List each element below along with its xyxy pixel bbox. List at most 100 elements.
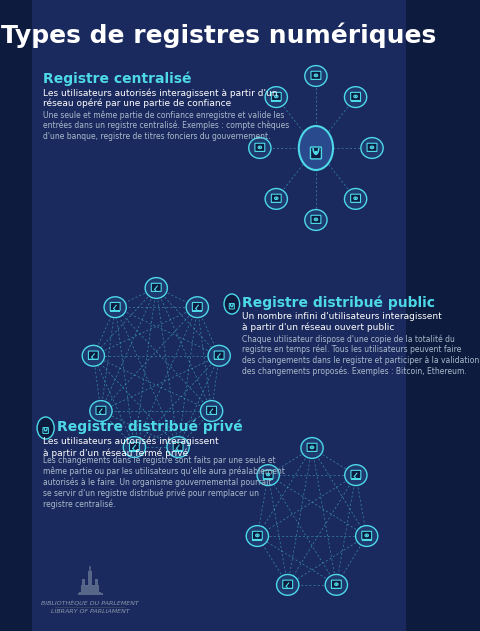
Bar — [192, 310, 202, 312]
Bar — [367, 151, 377, 153]
FancyBboxPatch shape — [88, 351, 98, 359]
FancyBboxPatch shape — [362, 531, 372, 540]
Ellipse shape — [104, 297, 126, 317]
Ellipse shape — [345, 86, 367, 107]
Bar — [82, 579, 84, 586]
FancyBboxPatch shape — [173, 442, 183, 451]
Ellipse shape — [265, 86, 288, 107]
Ellipse shape — [265, 189, 288, 209]
FancyBboxPatch shape — [229, 304, 234, 309]
Ellipse shape — [208, 345, 230, 366]
FancyBboxPatch shape — [255, 143, 265, 151]
Ellipse shape — [249, 138, 271, 158]
FancyBboxPatch shape — [263, 470, 273, 478]
Circle shape — [276, 95, 277, 97]
FancyBboxPatch shape — [311, 71, 321, 80]
Bar — [351, 478, 361, 480]
Text: Types de registres numériques: Types de registres numériques — [1, 22, 436, 48]
Ellipse shape — [82, 345, 105, 366]
Bar — [79, 592, 101, 594]
FancyBboxPatch shape — [311, 215, 321, 223]
FancyBboxPatch shape — [351, 470, 361, 478]
Circle shape — [355, 95, 356, 97]
FancyBboxPatch shape — [43, 427, 48, 433]
FancyBboxPatch shape — [271, 92, 281, 100]
Circle shape — [315, 218, 317, 220]
Circle shape — [259, 146, 261, 148]
Bar — [283, 588, 293, 589]
Ellipse shape — [90, 401, 112, 422]
FancyBboxPatch shape — [350, 194, 360, 203]
FancyBboxPatch shape — [331, 580, 341, 588]
Ellipse shape — [345, 189, 367, 209]
Ellipse shape — [257, 464, 279, 485]
Bar — [88, 575, 92, 586]
Bar — [81, 585, 99, 593]
Bar — [252, 539, 263, 541]
Text: Registre centralisé: Registre centralisé — [43, 72, 192, 86]
Ellipse shape — [167, 437, 189, 457]
Bar — [151, 291, 161, 293]
Circle shape — [37, 417, 54, 439]
Text: Les changements dans le registre sont faits par une seule et
même partie ou par : Les changements dans le registre sont fa… — [43, 456, 285, 509]
Bar — [255, 151, 265, 153]
Bar — [311, 223, 321, 225]
Bar — [362, 539, 372, 541]
Ellipse shape — [345, 464, 367, 485]
Bar — [96, 579, 98, 586]
FancyBboxPatch shape — [130, 442, 139, 451]
FancyBboxPatch shape — [192, 302, 202, 310]
Bar — [110, 310, 120, 312]
FancyBboxPatch shape — [367, 143, 377, 151]
Bar — [263, 478, 273, 480]
Circle shape — [256, 534, 258, 536]
Ellipse shape — [201, 401, 223, 422]
FancyBboxPatch shape — [283, 580, 293, 588]
Bar — [130, 450, 139, 452]
Ellipse shape — [305, 209, 327, 230]
Circle shape — [314, 151, 318, 155]
Text: Un nombre infini d'utilisateurs interagissent
à partir d'un réseau ouvert public: Un nombre infini d'utilisateurs interagi… — [242, 312, 442, 332]
Bar — [311, 79, 321, 81]
Circle shape — [311, 446, 313, 449]
Circle shape — [267, 473, 269, 476]
Text: Registre distribué privé: Registre distribué privé — [57, 420, 243, 435]
Bar — [331, 588, 341, 589]
Circle shape — [276, 198, 277, 199]
Text: Registre distribué public: Registre distribué public — [242, 296, 435, 310]
Bar — [307, 451, 317, 452]
Circle shape — [315, 74, 317, 76]
Ellipse shape — [186, 297, 208, 317]
Ellipse shape — [305, 66, 327, 86]
Bar — [88, 358, 98, 360]
Bar — [350, 202, 360, 203]
Text: LIBRARY OF PARLIAMENT: LIBRARY OF PARLIAMENT — [51, 609, 129, 614]
FancyBboxPatch shape — [252, 531, 262, 540]
Bar — [88, 571, 92, 576]
FancyBboxPatch shape — [96, 406, 106, 415]
Circle shape — [224, 294, 240, 314]
Ellipse shape — [145, 278, 168, 298]
Bar — [271, 100, 281, 102]
Bar — [206, 414, 216, 415]
Circle shape — [299, 126, 333, 170]
FancyBboxPatch shape — [214, 351, 224, 359]
Ellipse shape — [123, 437, 145, 457]
Ellipse shape — [276, 574, 299, 595]
Circle shape — [336, 583, 337, 586]
Text: Une seule et même partie de confiance enregistre et valide les
entrées dans un r: Une seule et même partie de confiance en… — [43, 110, 289, 141]
Bar — [271, 202, 281, 203]
Bar — [78, 593, 103, 595]
Ellipse shape — [361, 138, 383, 158]
Circle shape — [366, 534, 368, 536]
Bar — [214, 358, 224, 360]
Text: Les utilisateurs autorisés interagissent à partir d'un
réseau opéré par une part: Les utilisateurs autorisés interagissent… — [43, 88, 278, 109]
Text: Chaque utilisateur dispose d'une copie de la totalité du
registre en temps réel.: Chaque utilisateur dispose d'une copie d… — [242, 334, 479, 376]
FancyBboxPatch shape — [110, 302, 120, 310]
FancyBboxPatch shape — [350, 92, 360, 100]
FancyBboxPatch shape — [151, 283, 161, 292]
FancyBboxPatch shape — [206, 406, 216, 415]
Ellipse shape — [246, 526, 268, 546]
FancyBboxPatch shape — [311, 147, 322, 159]
FancyBboxPatch shape — [271, 194, 281, 203]
